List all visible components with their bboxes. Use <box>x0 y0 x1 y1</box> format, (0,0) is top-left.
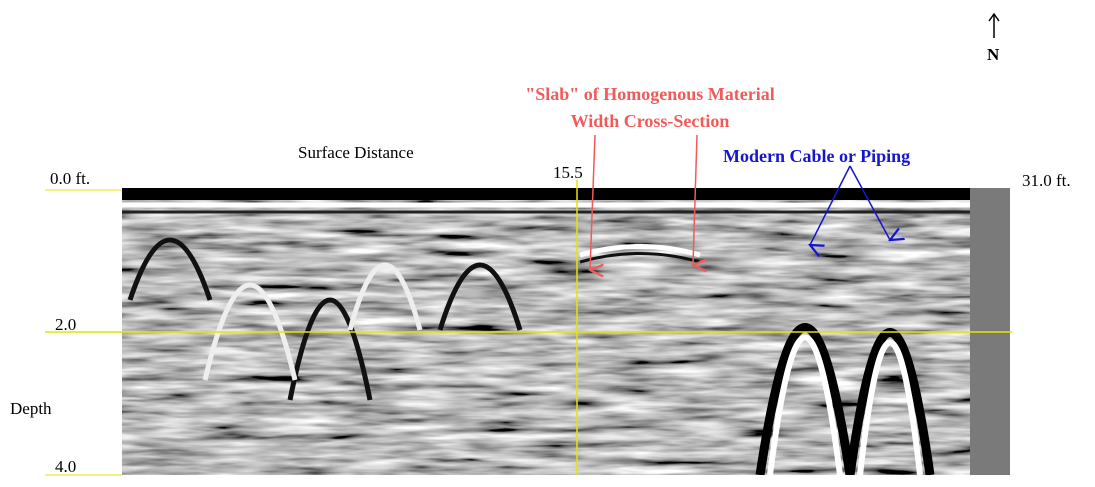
figure: Surface Distance 0.0 ft. 15.5 31.0 ft. 2… <box>0 0 1095 487</box>
x-label: 15.5 <box>553 163 583 182</box>
x-label: 0.0 ft. <box>50 169 90 188</box>
y-label: 4.0 <box>55 457 76 476</box>
annotation: Modern Cable or Piping <box>723 146 910 166</box>
y-label: 2.0 <box>55 315 76 334</box>
annotation: "Slab" of Homogenous Material <box>525 84 774 104</box>
annotation: Width Cross-Section <box>571 111 730 131</box>
compass-label: N <box>987 45 1000 64</box>
y-title: Depth <box>10 399 52 418</box>
x-label: 31.0 ft. <box>1022 171 1071 190</box>
x-title: Surface Distance <box>298 143 414 162</box>
